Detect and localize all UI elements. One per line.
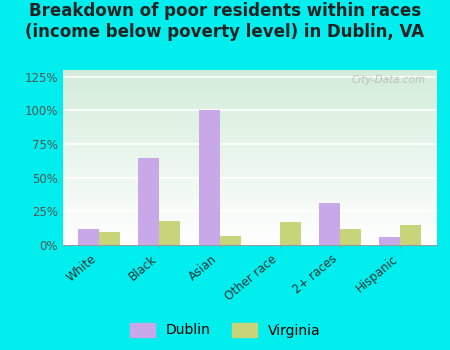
- Bar: [319, 203, 340, 245]
- Bar: [138, 158, 159, 245]
- Bar: [159, 221, 180, 245]
- Bar: [78, 229, 99, 245]
- Bar: [220, 236, 241, 245]
- Bar: [99, 232, 120, 245]
- Legend: Dublin, Virginia: Dublin, Virginia: [124, 317, 326, 343]
- Text: City-Data.com: City-Data.com: [351, 75, 425, 85]
- Bar: [400, 225, 422, 245]
- Bar: [198, 110, 220, 245]
- Bar: [280, 222, 301, 245]
- Text: Breakdown of poor residents within races
(income below poverty level) in Dublin,: Breakdown of poor residents within races…: [26, 2, 424, 41]
- Bar: [340, 229, 361, 245]
- Bar: [379, 237, 400, 245]
